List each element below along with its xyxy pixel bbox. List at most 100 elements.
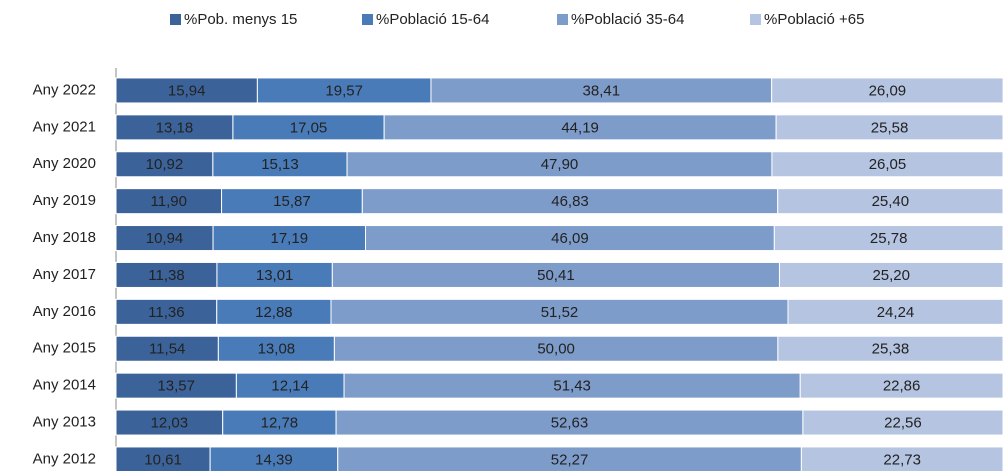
y-tick-label: Any 2020: [33, 155, 96, 172]
bar-segment: [232, 114, 385, 141]
y-tick-label: Any 2014: [33, 377, 96, 394]
y-tick-label: Any 2017: [33, 266, 96, 283]
data-label: 26,09: [869, 82, 907, 99]
data-label: 52,27: [551, 451, 589, 468]
bar-segment: [115, 151, 214, 178]
y-tick-label: Any 2018: [33, 229, 96, 246]
data-label: 13,01: [256, 267, 294, 284]
bar-segment: [787, 298, 1004, 325]
y-tick-label: Any 2019: [33, 192, 96, 209]
legend-swatch: [557, 14, 568, 25]
data-label: 17,05: [290, 119, 328, 136]
y-tick-label: Any 2016: [33, 303, 96, 320]
legend-label: %Població 15-64: [376, 11, 489, 28]
bar-segment: [773, 225, 1004, 252]
data-label: 15,87: [273, 193, 311, 210]
bar-segment: [777, 335, 1004, 362]
bar-segment: [212, 225, 367, 252]
y-tick-label: Any 2022: [33, 81, 96, 98]
data-label: 14,39: [255, 451, 293, 468]
data-label: 22,86: [883, 378, 921, 395]
bar-segment: [235, 372, 345, 399]
data-label: 44,19: [561, 119, 599, 136]
data-label: 25,40: [872, 193, 910, 210]
bar-segment: [115, 372, 237, 399]
legend-label: %Població 35-64: [571, 11, 684, 28]
data-label: 15,94: [168, 82, 206, 99]
data-label: 13,18: [156, 119, 194, 136]
data-label: 10,92: [146, 156, 184, 173]
bar-segment: [800, 446, 1004, 471]
data-label: 47,90: [541, 156, 579, 173]
data-label: 10,94: [146, 230, 184, 247]
y-tick-label: Any 2013: [33, 414, 96, 431]
data-label: 22,56: [884, 415, 922, 432]
bar-segment: [217, 335, 335, 362]
data-label: 12,78: [261, 415, 299, 432]
legend-swatch: [362, 14, 373, 25]
bar-segment: [771, 151, 1004, 178]
bar-segment: [430, 77, 773, 104]
bar-segment: [343, 372, 801, 399]
data-label: 10,61: [144, 451, 182, 468]
data-label: 51,43: [553, 378, 591, 395]
bar-segment: [209, 446, 339, 471]
data-label: 46,09: [551, 230, 589, 247]
bar-segment: [331, 261, 780, 288]
bar-segment: [778, 261, 1004, 288]
data-label: 38,41: [583, 82, 621, 99]
data-label: 11,54: [149, 341, 185, 358]
bar-segment: [346, 151, 773, 178]
data-label: 50,00: [537, 341, 575, 358]
data-label: 12,14: [271, 378, 309, 395]
bar-segment: [365, 225, 775, 252]
bar-segment: [771, 77, 1004, 104]
data-label: 13,08: [258, 341, 296, 358]
bar-segment: [330, 298, 789, 325]
data-label: 19,57: [325, 82, 363, 99]
data-label: 25,58: [871, 119, 909, 136]
data-label: 22,73: [883, 451, 921, 468]
data-label: 24,24: [877, 304, 915, 321]
data-label: 12,88: [255, 304, 293, 321]
data-label: 51,52: [541, 304, 579, 321]
data-label: 12,03: [151, 415, 189, 432]
data-label: 11,38: [148, 267, 184, 284]
data-label: 11,90: [151, 193, 187, 210]
legend-label: %Pob. menys 15: [184, 11, 297, 28]
bar-segment: [799, 372, 1004, 399]
bar-segment: [115, 409, 224, 436]
bar-segment: [216, 298, 332, 325]
bar-segment: [115, 225, 214, 252]
data-label: 26,05: [869, 156, 907, 173]
bar-segment: [221, 188, 363, 215]
data-label: 25,78: [870, 230, 908, 247]
bar-segment: [802, 409, 1004, 436]
legend-swatch: [170, 14, 181, 25]
data-label: 52,63: [551, 415, 589, 432]
bar-segment: [212, 151, 348, 178]
data-label: 17,19: [271, 230, 309, 247]
bar-segment: [777, 188, 1004, 215]
data-label: 15,13: [261, 156, 299, 173]
bar-segment: [775, 114, 1004, 141]
bar-segment: [115, 335, 219, 362]
y-tick-label: Any 2015: [33, 340, 96, 357]
data-label: 50,41: [537, 267, 575, 284]
data-label: 11,36: [148, 304, 184, 321]
legend-swatch: [750, 14, 761, 25]
y-tick-label: Any 2012: [33, 450, 96, 467]
data-label: 25,38: [872, 341, 910, 358]
bar-segment: [333, 335, 779, 362]
data-label: 13,57: [157, 378, 195, 395]
legend-label: %Població +65: [764, 11, 865, 28]
bar-segment: [361, 188, 779, 215]
bar-segment: [256, 77, 432, 104]
data-label: 25,20: [872, 267, 910, 284]
y-tick-label: Any 2021: [33, 118, 96, 135]
bar-segment: [115, 261, 218, 288]
bar-segment: [222, 409, 337, 436]
bar-segment: [115, 188, 223, 215]
data-label: 46,83: [551, 193, 589, 210]
